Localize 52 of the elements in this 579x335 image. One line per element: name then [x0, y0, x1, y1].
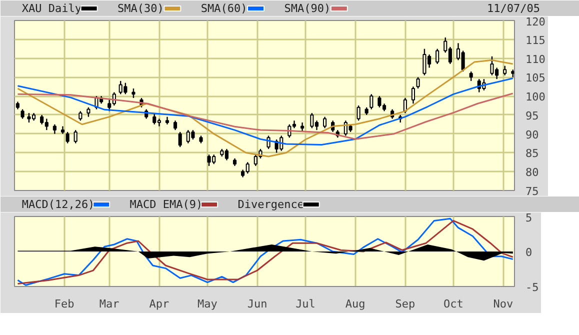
legend-label: SMA(90) [284, 2, 331, 15]
text: 11/07/05 [487, 2, 540, 15]
x-tick-label: Mar [99, 298, 120, 310]
candlestick [469, 70, 473, 82]
candlestick [356, 104, 360, 122]
candlestick [86, 106, 90, 118]
y-tick-label: 95 [526, 109, 539, 122]
y-tick-label: 90 [526, 128, 539, 142]
x-tick-label: Oct [443, 298, 464, 310]
candlestick [78, 110, 82, 122]
x-tick-label: Aug [345, 298, 366, 310]
x-tick-label: Feb [54, 298, 74, 310]
candlestick [132, 88, 136, 99]
y-tick-label: 100 [526, 90, 546, 104]
x-tick-label: Sep [395, 298, 416, 310]
legend-label: XAU Daily [22, 2, 82, 15]
y-tick-label: 110 [526, 52, 546, 66]
x-tick-label: Jul [296, 298, 316, 310]
y-tick-label: 80 [526, 166, 539, 180]
candlestick [173, 120, 178, 131]
x-tick-label: Nov [493, 298, 514, 310]
y-tick-label: 75 [526, 185, 539, 198]
candlestick [411, 86, 415, 104]
legend-label: MACD(12,26) [22, 198, 95, 211]
legend-label: SMA(60) [200, 2, 248, 15]
y-tick-label: 105 [526, 72, 546, 85]
candlestick [503, 65, 507, 76]
y-tick-label: 120 [526, 16, 546, 28]
legend-label: SMA(30) [117, 2, 164, 15]
y-tick-label: 5 [526, 212, 532, 224]
candlestick [323, 116, 327, 129]
y-tick-label: 0 [526, 246, 532, 259]
y-tick-label: 115 [526, 34, 546, 47]
x-tick-label: Jun [247, 298, 268, 310]
y-tick-label: -5 [526, 281, 539, 294]
candlestick [300, 122, 304, 133]
candlestick [436, 48, 440, 65]
y-tick-label: 85 [526, 147, 539, 160]
candlestick [416, 76, 420, 90]
line-series [16, 59, 514, 158]
line-series [16, 78, 514, 146]
candlestick [178, 131, 182, 148]
legend-label: MACD EMA(9) [130, 198, 203, 211]
candlestick [66, 131, 70, 144]
x-tick-label: May [197, 298, 218, 310]
line-series [16, 92, 514, 140]
legend-label: Divergence [238, 198, 304, 211]
candlestick [370, 94, 374, 110]
candlestick [52, 124, 56, 134]
candlestick [20, 108, 24, 120]
x-tick-label: Apr [149, 298, 170, 310]
candlestick [74, 129, 78, 144]
